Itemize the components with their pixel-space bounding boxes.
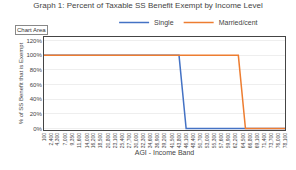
svg-text:100%: 100%	[26, 52, 42, 58]
svg-text:41,500: 41,500	[169, 133, 175, 149]
svg-text:30,000: 30,000	[133, 133, 139, 149]
svg-text:73,700: 73,700	[268, 133, 274, 149]
svg-text:53,000: 53,000	[204, 133, 210, 149]
svg-text:Chart Area: Chart Area	[17, 27, 46, 33]
svg-text:Graph 1: Percent of Taxable SS: Graph 1: Percent of Taxable SS Benefit E…	[33, 1, 263, 10]
svg-text:59,900: 59,900	[225, 133, 231, 149]
svg-text:120%: 120%	[26, 38, 42, 44]
svg-text:34,600: 34,600	[147, 133, 153, 149]
svg-text:48,400: 48,400	[190, 133, 196, 149]
svg-text:% of SS Benefit that is Exempt: % of SS Benefit that is Exempt	[18, 42, 24, 124]
svg-text:64,500: 64,500	[240, 133, 246, 149]
svg-text:78,100: 78,100	[282, 133, 288, 149]
svg-text:57,600: 57,600	[218, 133, 224, 149]
svg-text:76,000: 76,000	[275, 133, 281, 149]
svg-text:80%: 80%	[30, 67, 43, 73]
svg-text:23,100: 23,100	[112, 133, 118, 149]
svg-text:46,100: 46,100	[183, 133, 189, 149]
svg-text:11,600: 11,600	[76, 133, 82, 148]
svg-text:16,200: 16,200	[90, 133, 96, 149]
svg-text:71,400: 71,400	[261, 133, 267, 149]
svg-text:4,300: 4,300	[54, 133, 60, 146]
svg-text:2,400: 2,400	[48, 133, 54, 146]
svg-text:43,800: 43,800	[176, 133, 182, 149]
svg-text:27,700: 27,700	[126, 133, 132, 149]
svg-text:50,700: 50,700	[197, 133, 203, 149]
svg-text:AGI - Income Band: AGI - Income Band	[135, 149, 195, 156]
svg-text:40%: 40%	[30, 96, 43, 102]
svg-text:60%: 60%	[30, 82, 43, 88]
svg-text:39,200: 39,200	[161, 133, 167, 149]
svg-text:62,200: 62,200	[232, 133, 238, 149]
svg-text:18,500: 18,500	[97, 133, 103, 149]
svg-text:14,000: 14,000	[84, 133, 90, 149]
svg-text:Married/cent: Married/cent	[219, 19, 258, 26]
svg-text:100: 100	[41, 133, 47, 142]
svg-text:Single: Single	[154, 19, 174, 27]
svg-text:69,100: 69,100	[254, 133, 260, 149]
svg-text:66,800: 66,800	[247, 133, 253, 149]
svg-text:25,400: 25,400	[119, 133, 125, 149]
svg-text:7,000: 7,000	[62, 133, 68, 146]
svg-text:36,900: 36,900	[154, 133, 160, 149]
svg-text:0%: 0%	[33, 126, 42, 132]
svg-text:32,300: 32,300	[140, 133, 146, 149]
svg-text:20,800: 20,800	[105, 133, 111, 149]
svg-text:20%: 20%	[30, 111, 43, 117]
svg-text:55,300: 55,300	[211, 133, 217, 149]
svg-text:9,350: 9,350	[69, 133, 75, 146]
